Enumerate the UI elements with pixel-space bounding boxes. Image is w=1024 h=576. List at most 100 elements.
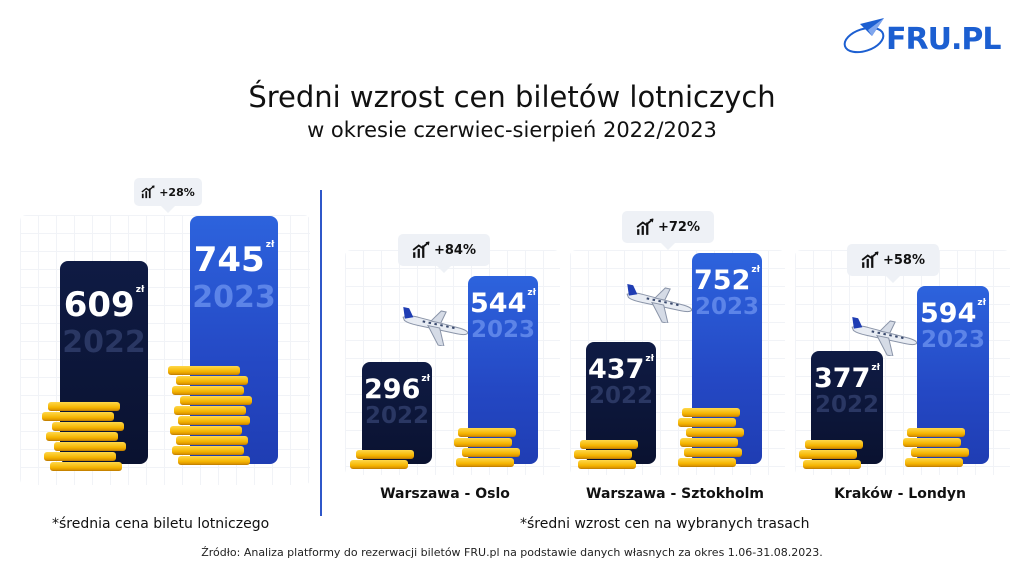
bar-value-label: 594zł [917,298,989,329]
coin-stack [799,440,871,470]
coin [44,452,116,461]
change-badge: +28% [134,178,202,213]
page-title: Średni wzrost cen biletów lotniczych [248,80,776,114]
coin [462,448,520,457]
coin [454,438,512,447]
coin-stack [42,402,128,472]
bar-year-label: 2023 [192,280,276,315]
coin [799,450,857,459]
bar-value: 296 [364,374,421,405]
logo-text: FRU.PL [886,22,1001,57]
coin [42,412,114,421]
change-badge: +72% [622,211,714,250]
bar-value: 745 [193,240,265,280]
coin [176,376,248,385]
currency-label: zł [645,354,654,364]
bar-value: 544 [470,288,527,319]
coin [682,408,740,417]
bar-value: 609 [63,285,135,325]
airplane-icon [402,306,469,346]
trend-up-icon [861,251,879,268]
coin [54,442,126,451]
routes-note: *średni wzrost cen na wybranych trasach [520,516,810,532]
coin [180,396,252,405]
coin [170,426,242,435]
coin [172,386,244,395]
coin-stack [454,428,526,468]
coin [680,438,738,447]
coin [678,418,736,427]
bar-value: 437 [588,354,645,385]
coin [905,458,963,467]
currency-label: zł [977,298,986,308]
bar-year-label: 2022 [62,325,146,360]
change-value: +84% [433,242,476,258]
change-value: +72% [657,219,700,235]
bar-value-label: 544zł [468,288,538,319]
coin [178,416,250,425]
fru-logo: FRU.PL [838,14,1008,64]
bar-value: 752 [694,265,751,296]
currency-label: zł [751,265,760,275]
bar-value-label: 377zł [811,363,883,394]
coin-stack [168,366,254,466]
coin [350,460,408,469]
currency-label: zł [871,363,880,373]
bar-value-label: 745zł [190,240,278,280]
source-note: Źródło: Analiza platformy do rezerwacji … [201,546,823,559]
coin [578,460,636,469]
trend-up-icon [412,241,430,258]
coin-stack [574,440,646,470]
bar-value-label: 752zł [692,265,762,296]
coin [178,456,250,465]
coin [46,432,118,441]
bar-year-label: 2023 [920,327,985,353]
bar-year-label: 2023 [694,294,759,320]
coin [684,448,742,457]
bar-year-label: 2022 [814,392,879,418]
route-label-londyn: Kraków - Londyn [834,486,966,502]
coin [911,448,969,457]
coin [686,428,744,437]
change-value: +28% [159,185,195,199]
airplane-icon [851,316,918,356]
coin [174,406,246,415]
coin [580,440,638,449]
coin-stack [350,450,422,470]
coin [356,450,414,459]
coin-stack [903,428,975,468]
route-label-sztokholm: Warszawa - Sztokholm [586,486,764,502]
bar-value-label: 296zł [362,374,432,405]
bar-year-label: 2022 [364,403,429,429]
coin [907,428,965,437]
currency-label: zł [135,285,145,295]
bar-value-label: 437zł [586,354,656,385]
coin [805,440,863,449]
bar-value: 594 [920,298,977,329]
coin-stack [678,408,750,468]
section-divider [320,190,322,516]
bar-value: 377 [814,363,871,394]
bar-value-label: 609zł [60,285,148,325]
change-value: +58% [882,252,925,268]
coin [52,422,124,431]
bar-2022: 296zł 2022 [362,362,432,464]
airplane-icon [626,283,693,323]
currency-label: zł [421,374,430,384]
coin [172,446,244,455]
average-note: *średnia cena biletu lotniczego [52,516,270,532]
trend-up-icon [141,185,155,199]
page-subtitle: w okresie czerwiec-sierpień 2022/2023 [307,118,717,142]
bar-year-label: 2022 [588,383,653,409]
trend-up-icon [636,218,654,235]
currency-label: zł [265,240,275,250]
coin [176,436,248,445]
bar-year-label: 2023 [470,317,535,343]
coin [678,458,736,467]
coin [903,438,961,447]
coin [168,366,240,375]
paper-plane-icon [843,18,885,54]
coin [48,402,120,411]
currency-label: zł [527,288,536,298]
change-badge: +58% [847,244,939,283]
